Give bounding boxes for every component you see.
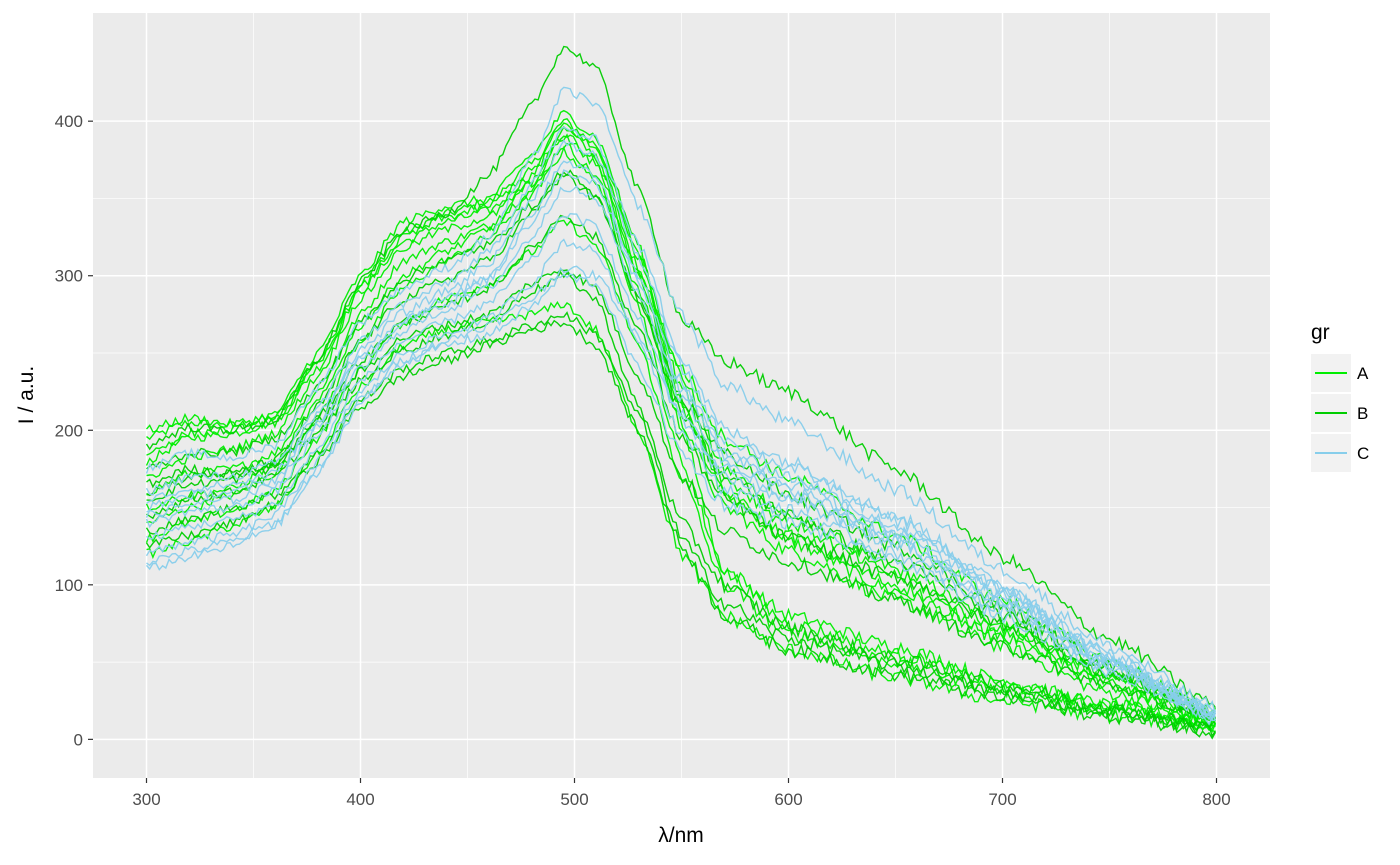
y-tick-label: 0 [74,730,83,749]
y-tick-label: 100 [55,576,83,595]
legend: gr A B C [1311,321,1369,472]
legend-label-a: A [1357,364,1369,383]
x-axis: 300 400 500 600 700 800 [132,778,1231,809]
series-line-a [146,300,1217,734]
x-tick-label: 300 [132,790,160,809]
series-line-c [145,86,1217,715]
legend-items: A B C [1311,354,1369,472]
y-axis-title: I / a.u. [15,366,38,424]
series-line-b [146,269,1216,722]
series-line-a [146,117,1217,722]
x-axis-title: λ/nm [658,824,704,847]
legend-title: gr [1311,321,1330,344]
series-line-a [145,125,1217,726]
series-line-a [146,142,1216,731]
series-lines [145,45,1217,740]
x-tick-label: 800 [1202,790,1230,809]
y-tick-label: 300 [55,267,83,286]
series-line-b [145,319,1217,740]
series-line-c [146,265,1216,718]
legend-label-c: C [1357,444,1369,463]
x-tick-label: 500 [560,790,588,809]
legend-label-b: B [1357,404,1368,423]
y-tick-label: 400 [55,112,83,131]
x-tick-label: 600 [774,790,802,809]
series-line-a [145,109,1216,729]
major-gridlines [93,13,1270,778]
series-line-c [145,169,1216,721]
series-line-a [146,122,1216,719]
x-tick-label: 700 [988,790,1016,809]
y-tick-label: 200 [55,421,83,440]
series-line-b [145,45,1216,709]
x-tick-label: 400 [346,790,374,809]
y-axis: 0 100 200 300 400 [55,112,93,749]
series-line-b [146,214,1217,720]
series-line-a [145,134,1216,727]
series-line-c [146,139,1216,718]
